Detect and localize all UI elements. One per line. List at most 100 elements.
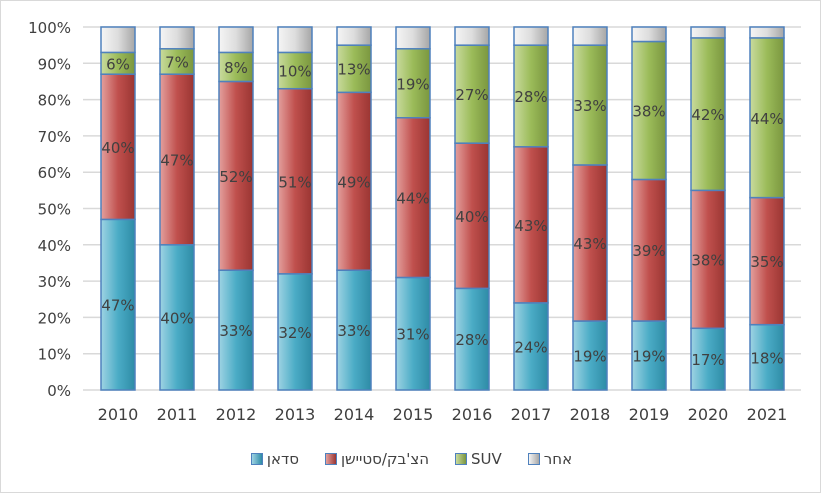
bar-segment [631,320,667,391]
x-tick-label: 2020 [688,405,729,424]
data-label: 33% [219,322,252,340]
data-label: 40% [455,208,488,226]
legend-swatch [250,453,263,465]
data-label: 19% [573,348,606,366]
bar-segment [159,48,195,75]
legend-item-sedan[interactable]: סדאן [250,450,299,468]
legend-label: הצ'בק/סטיישן [340,450,430,468]
bar-segment [454,44,490,144]
x-tick-label: 2011 [157,405,198,424]
data-label: 32% [278,324,311,342]
data-label: 42% [691,106,724,124]
data-label: 40% [160,309,193,327]
data-label: 49% [337,173,370,191]
data-label: 19% [396,75,429,93]
legend: סדאן הצ'בק/סטיישן SUV אחר [1,450,821,468]
bar-segment [513,44,549,148]
legend-item-other[interactable]: אחר [527,450,573,468]
y-tick-label: 0% [47,382,71,400]
bar-segment [336,269,372,391]
legend-label: סדאן [266,450,299,468]
data-label: 27% [455,86,488,104]
legend-label: אחר [543,450,573,468]
data-label: 38% [632,102,665,120]
bar-segment [631,178,667,322]
legend-swatch [527,453,540,465]
bar-segment [159,244,195,391]
y-tick-label: 80% [38,92,71,110]
bar-segment [749,26,785,39]
bar-segment [395,117,431,279]
y-tick-label: 10% [38,346,71,364]
x-tick-label: 2010 [98,405,139,424]
bar-segment [631,26,667,43]
data-label: 19% [632,348,665,366]
y-tick-label: 90% [38,55,71,73]
x-tick-label: 2012 [216,405,257,424]
x-tick-label: 2015 [393,405,434,424]
data-label: 31% [396,326,429,344]
bar-segment [218,26,254,54]
data-label: 40% [101,139,134,157]
bar-segment [277,26,313,54]
y-tick-label: 70% [38,128,71,146]
legend-item-suv[interactable]: SUV [455,450,502,468]
bar-segment [159,73,195,246]
data-label: 44% [750,110,783,128]
data-label: 17% [691,351,724,369]
x-tick-label: 2016 [452,405,493,424]
bar-segment [454,142,490,290]
x-tick-label: 2019 [629,405,670,424]
data-label: 47% [160,151,193,169]
bar-segment [690,37,726,192]
x-tick-label: 2017 [511,405,552,424]
y-tick-label: 100% [28,19,71,37]
legend-item-hatchback[interactable]: הצ'בק/סטיישן [324,450,430,468]
bar-segment [690,26,726,39]
data-label: 52% [219,168,252,186]
data-label: 6% [106,55,130,73]
data-label: 35% [750,253,783,271]
bar-segment [336,91,372,271]
x-tick-label: 2021 [747,405,788,424]
y-tick-label: 50% [38,201,71,219]
bar-segment [395,48,431,119]
legend-label: SUV [471,450,502,468]
data-label: 39% [632,242,665,260]
bar-segment [159,26,195,50]
y-tick-label: 40% [38,237,71,255]
data-label: 7% [165,53,189,71]
data-label: 43% [514,217,547,235]
bar-segment [277,87,313,275]
bar-segment [100,73,136,221]
bar-segment [336,26,372,46]
data-label: 18% [750,349,783,367]
data-label: 13% [337,61,370,79]
bar-segment [454,26,490,46]
bar-segment [336,44,372,94]
data-label: 47% [101,297,134,315]
stacked-bar-chart: 0% 10% 20% 30% 40% 50% 60% 70% 80% 90% 100% 47% 40% 6… [28,19,801,424]
bar-segment [218,80,254,271]
bar-segment [572,320,608,391]
data-label: 33% [337,322,370,340]
data-label: 8% [224,59,248,77]
data-label: 51% [278,173,311,191]
bar-segment [277,273,313,391]
y-tick-label: 60% [38,164,71,182]
bar-segment [572,26,608,46]
data-label: 24% [514,338,547,356]
x-tick-label: 2018 [570,405,611,424]
data-label: 28% [455,331,488,349]
data-label: 44% [396,190,429,208]
data-label: 38% [691,251,724,269]
bar-segment [454,287,490,391]
y-tick-label: 30% [38,273,71,291]
bar-segment [631,40,667,181]
data-label: 33% [573,97,606,115]
bar-segment [572,44,608,166]
bar-segment [100,218,136,391]
data-label: 43% [573,235,606,253]
bar-segment [218,269,254,391]
